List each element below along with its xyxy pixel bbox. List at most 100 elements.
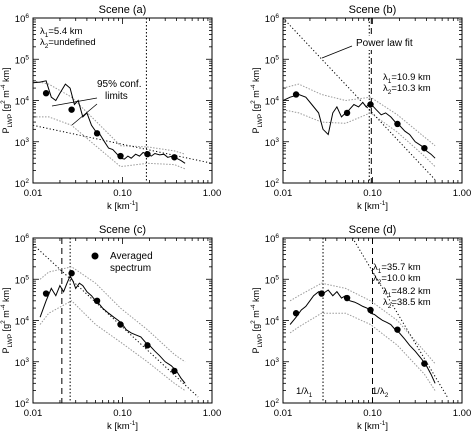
averaged-point bbox=[292, 91, 300, 98]
y-axis-label-unit3: km] bbox=[1, 287, 11, 304]
lambda1-symbol: λ bbox=[383, 286, 388, 297]
plot-area bbox=[33, 238, 199, 403]
y-tick-base: 10 bbox=[265, 179, 276, 190]
y-axis-label-exp2: -4 bbox=[250, 84, 257, 90]
y-tick-exponent: 4 bbox=[275, 96, 279, 103]
y-axis-label: PLWP [g2 m-4 km] bbox=[250, 67, 264, 133]
y-axis-label-unit: [g bbox=[251, 324, 261, 334]
k2-label: 1/λ2 bbox=[372, 386, 389, 399]
y-tick-label: 104 bbox=[265, 96, 280, 108]
y-tick-base: 10 bbox=[15, 358, 26, 369]
spectrum-line bbox=[289, 289, 436, 384]
y-axis-label-unit2: m bbox=[1, 310, 11, 320]
y-tick-base: 10 bbox=[265, 399, 276, 410]
y-tick-base: 10 bbox=[15, 97, 26, 108]
lambda2-value: =38.5 km bbox=[391, 297, 430, 308]
y-tick-base: 10 bbox=[15, 234, 26, 245]
y-tick-label: 102 bbox=[15, 398, 30, 410]
x-axis-label-exponent: -1 bbox=[380, 420, 386, 427]
y-axis-label: PLWP [g2 m-4 km] bbox=[0, 287, 14, 353]
x-axis-label-end: ] bbox=[385, 421, 388, 432]
y-axis-label-exp1: 2 bbox=[250, 100, 257, 104]
y-axis-label-main: P bbox=[1, 128, 11, 134]
y-tick-base: 10 bbox=[265, 55, 276, 66]
y-tick-base: 10 bbox=[265, 14, 276, 25]
lambda1-sub: 1 bbox=[45, 32, 49, 39]
averaged-point bbox=[421, 144, 428, 152]
y-axis-label-unit2: m bbox=[251, 310, 261, 320]
averaged-point bbox=[394, 326, 401, 333]
plot-area bbox=[289, 238, 449, 403]
y-tick-base: 10 bbox=[265, 275, 276, 286]
y-tick-label: 105 bbox=[15, 274, 30, 286]
k2-label-sub: 2 bbox=[385, 392, 389, 399]
y-tick-exponent: 6 bbox=[275, 233, 279, 240]
lambda2-sub: 2 bbox=[388, 89, 392, 96]
y-tick-exponent: 2 bbox=[25, 398, 29, 405]
x-axis-label-main: k [km bbox=[357, 421, 380, 432]
lambda2-label: λ2=10.3 km bbox=[383, 83, 431, 96]
y-tick-base: 10 bbox=[265, 138, 276, 149]
y-tick-exponent: 4 bbox=[275, 316, 279, 323]
conf-limit-lower bbox=[289, 312, 436, 391]
lambda2-sub: 2 bbox=[388, 303, 392, 310]
k1-label-sub: 1 bbox=[309, 392, 313, 399]
y-tick-label: 105 bbox=[265, 274, 280, 286]
averaged-point bbox=[394, 120, 401, 128]
conf-limit-upper bbox=[33, 80, 186, 155]
panel-title: Scene (c) bbox=[99, 224, 146, 236]
k1-label: 1/λ1 bbox=[296, 386, 313, 399]
x-axis-label: k [km-1] bbox=[107, 200, 138, 212]
lambda1-symbol: λ bbox=[373, 262, 378, 273]
panel-title: Scene (a) bbox=[99, 4, 147, 16]
x-axis-label-end: ] bbox=[135, 201, 138, 212]
y-axis-label-unit: [g bbox=[1, 104, 11, 114]
y-tick-label: 102 bbox=[265, 178, 280, 190]
y-axis-label-exp2: -4 bbox=[0, 84, 7, 90]
y-axis-label: PLWP [g2 m-4 km] bbox=[0, 67, 14, 133]
averaged-point bbox=[171, 367, 178, 375]
averaged-point bbox=[144, 342, 151, 349]
conf-limit-upper bbox=[283, 83, 436, 147]
averaged-point bbox=[42, 90, 50, 97]
averaged-point bbox=[117, 152, 124, 160]
y-axis-label-sub: LWP bbox=[257, 334, 264, 348]
x-axis-label-end: ] bbox=[135, 421, 138, 432]
y-tick-exponent: 2 bbox=[275, 178, 279, 185]
x-tick-label: 0.10 bbox=[113, 188, 132, 199]
y-tick-label: 106 bbox=[265, 13, 280, 25]
lambda2-sub: 2 bbox=[45, 43, 49, 50]
averaged-point bbox=[292, 310, 300, 317]
lambda1-value: =5.4 km bbox=[48, 26, 82, 37]
lambda1-value: =10.9 km bbox=[391, 72, 430, 83]
conf-limit-lower bbox=[39, 300, 186, 392]
x-tick-label: 0.01 bbox=[274, 188, 293, 199]
y-tick-label: 105 bbox=[15, 54, 30, 66]
annotation-line2: spectrum bbox=[110, 263, 151, 274]
y-tick-base: 10 bbox=[15, 55, 26, 66]
lambda1-label: λ1=35.7 km bbox=[373, 262, 421, 275]
averaged-point bbox=[68, 106, 75, 113]
panel-title: Scene (b) bbox=[349, 4, 397, 16]
y-tick-exponent: 3 bbox=[25, 137, 29, 144]
x-tick-label: 0.01 bbox=[24, 408, 43, 419]
lambda1-symbol: λ bbox=[40, 26, 45, 37]
averaged-point bbox=[144, 150, 151, 158]
y-tick-base: 10 bbox=[15, 399, 26, 410]
spectrum-line bbox=[39, 274, 186, 384]
lambda2-label: λ2=undefined bbox=[40, 37, 96, 50]
averaged-point bbox=[318, 290, 325, 297]
y-tick-exponent: 3 bbox=[275, 137, 279, 144]
lambda2-sub: 2 bbox=[378, 279, 382, 286]
y-tick-base: 10 bbox=[15, 14, 26, 25]
x-tick-label: 0.10 bbox=[363, 188, 382, 199]
x-tick-label: 1.00 bbox=[453, 188, 472, 199]
lambda2-value: =10.3 km bbox=[391, 83, 430, 94]
y-axis-label-unit3: km] bbox=[251, 287, 261, 304]
y-tick-exponent: 4 bbox=[25, 96, 29, 103]
y-tick-label: 103 bbox=[15, 137, 30, 149]
y-tick-label: 104 bbox=[265, 316, 280, 328]
lambda2-value: =undefined bbox=[48, 37, 95, 48]
averaged-point bbox=[367, 101, 374, 108]
